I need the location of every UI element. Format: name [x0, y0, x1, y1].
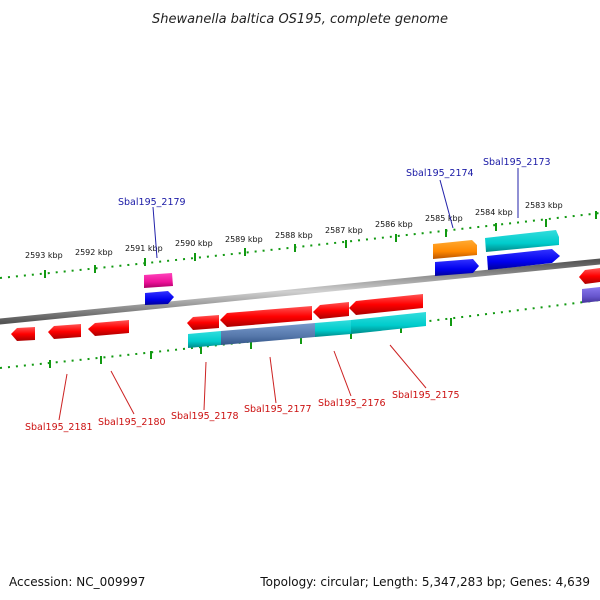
- gene-feature-red[interactable]: [313, 302, 349, 319]
- gene-feature-magenta[interactable]: [144, 273, 173, 288]
- tick-label: 2585 kbp: [425, 214, 463, 223]
- gene-label: Sbal195_2174: [406, 168, 474, 179]
- tick-label: 2584 kbp: [475, 208, 513, 217]
- gene-feature-red[interactable]: [48, 324, 81, 339]
- tick-label: 2592 kbp: [75, 248, 113, 257]
- gene-feature-red[interactable]: [88, 320, 129, 336]
- genome-backbone: [0, 258, 600, 325]
- tick-labels: 2593 kbp 2592 kbp 2591 kbp 2590 kbp 2589…: [25, 201, 563, 260]
- gene-feature-red[interactable]: [11, 327, 35, 341]
- gene-label: Sbal195_2178: [171, 411, 239, 422]
- accession-label: Accession: NC_009997: [9, 575, 145, 589]
- tick-label: 2586 kbp: [375, 220, 413, 229]
- gene-feature-purple[interactable]: [582, 287, 600, 303]
- gene-feature-red[interactable]: [579, 268, 600, 284]
- gene-label: Sbal195_2181: [25, 422, 93, 433]
- tick-label: 2590 kbp: [175, 239, 213, 248]
- gene-feature-red[interactable]: [349, 294, 423, 315]
- top-callouts: [152, 168, 519, 259]
- tick-label: 2588 kbp: [275, 231, 313, 240]
- summary-label: Topology: circular; Length: 5,347,283 bp…: [259, 575, 590, 589]
- map-title: Shewanella baltica OS195, complete genom…: [152, 12, 448, 27]
- tick-label: 2583 kbp: [525, 201, 563, 210]
- gene-label: Sbal195_2176: [318, 398, 386, 409]
- gene-label: Sbal195_2175: [392, 390, 460, 401]
- gene-label: Sbal195_2179: [118, 197, 186, 208]
- gene-feature-cyan[interactable]: [315, 320, 351, 337]
- tick-label: 2589 kbp: [225, 235, 263, 244]
- gene-feature-red[interactable]: [220, 306, 312, 327]
- gene-label: Sbal195_2180: [98, 417, 166, 428]
- bottom-callouts: [58, 344, 427, 421]
- upper-major-ticks: [44, 211, 597, 278]
- tick-label: 2587 kbp: [325, 226, 363, 235]
- gene-feature-cyan[interactable]: [485, 230, 559, 252]
- gene-feature-blue[interactable]: [435, 259, 479, 276]
- gene-feature-red[interactable]: [187, 315, 219, 330]
- gene-label: Sbal195_2177: [244, 404, 312, 415]
- gene-feature-orange[interactable]: [433, 240, 477, 259]
- gene-feature-steel[interactable]: [221, 323, 315, 345]
- gene-feature-cyan[interactable]: [188, 331, 221, 348]
- gene-feature-blue[interactable]: [487, 249, 560, 270]
- tick-label: 2593 kbp: [25, 251, 63, 260]
- gene-label: Sbal195_2173: [483, 157, 551, 168]
- gene-feature-cyan[interactable]: [351, 312, 426, 334]
- gene-feature-blue[interactable]: [145, 291, 174, 305]
- tick-label: 2591 kbp: [125, 244, 163, 253]
